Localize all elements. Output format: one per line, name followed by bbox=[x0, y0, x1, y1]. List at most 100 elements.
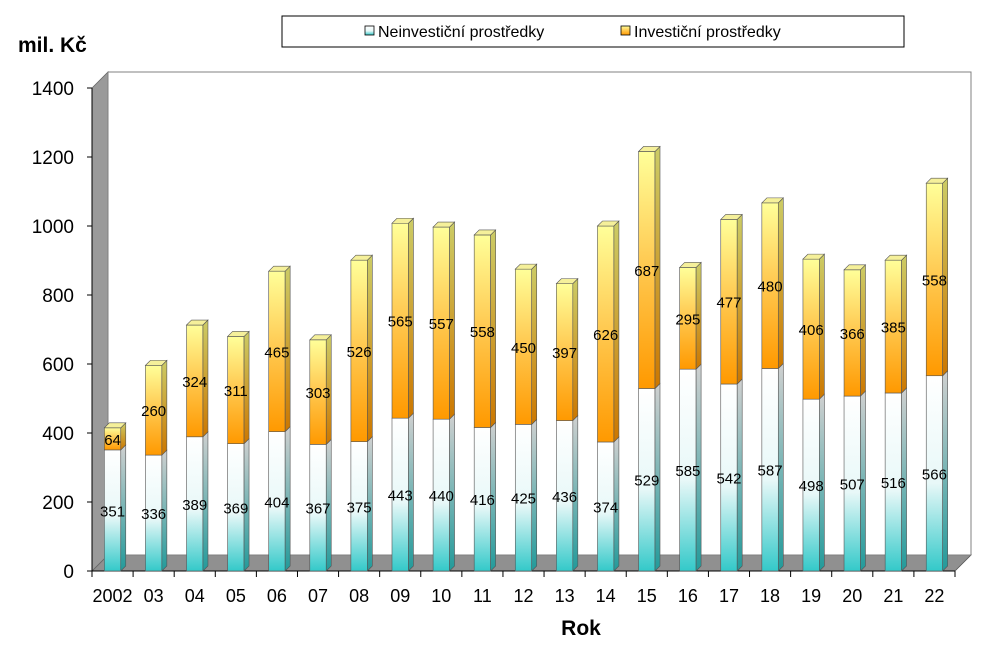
data-label: 425 bbox=[511, 491, 536, 508]
x-tick-label: 18 bbox=[760, 586, 780, 606]
data-label: 565 bbox=[388, 314, 413, 331]
data-label: 369 bbox=[223, 500, 248, 517]
bar-investicni-top bbox=[637, 146, 661, 152]
data-label: 687 bbox=[634, 263, 659, 280]
x-tick-label: 04 bbox=[185, 586, 205, 606]
bar-investicni-top bbox=[226, 331, 250, 337]
x-tick-label: 08 bbox=[349, 586, 369, 606]
data-label: 440 bbox=[429, 488, 454, 505]
x-tick-label: 13 bbox=[555, 586, 575, 606]
data-label: 516 bbox=[881, 475, 906, 492]
data-label: 367 bbox=[306, 501, 331, 518]
legend-swatch-investicni bbox=[620, 25, 631, 36]
x-tick-label: 16 bbox=[678, 586, 698, 606]
y-tick-label: 800 bbox=[42, 286, 74, 307]
data-label: 260 bbox=[141, 403, 166, 420]
data-label: 336 bbox=[141, 506, 166, 523]
legend-label-investicni: Investiční prostředky bbox=[634, 24, 781, 41]
data-label: 526 bbox=[347, 344, 372, 361]
data-label: 303 bbox=[306, 385, 331, 402]
x-tick-label: 07 bbox=[308, 586, 328, 606]
data-label: 375 bbox=[347, 499, 372, 516]
x-tick-label: 11 bbox=[473, 586, 492, 606]
data-label: 311 bbox=[224, 383, 248, 400]
data-label: 450 bbox=[511, 340, 536, 357]
legend: Neinvestiční prostředky Investiční prost… bbox=[281, 15, 905, 48]
bar-investicni-top bbox=[309, 334, 332, 341]
data-label: 374 bbox=[593, 499, 618, 516]
data-label: 480 bbox=[758, 279, 783, 296]
data-label: 626 bbox=[593, 327, 618, 344]
bar-investicni-top bbox=[843, 264, 867, 271]
data-label: 406 bbox=[799, 322, 824, 339]
x-tick-label: 20 bbox=[842, 586, 862, 606]
x-tick-label: 21 bbox=[883, 586, 903, 606]
data-label: 587 bbox=[758, 463, 783, 480]
x-tick-label: 14 bbox=[596, 586, 616, 606]
legend-label-neinvesticni: Neinvestiční prostředky bbox=[378, 24, 544, 41]
data-label: 385 bbox=[881, 320, 906, 337]
data-label: 529 bbox=[634, 473, 659, 490]
bar-investicni-top bbox=[925, 177, 949, 184]
y-tick-label: 400 bbox=[42, 424, 74, 445]
data-label: 443 bbox=[388, 488, 413, 505]
x-tick-label: 10 bbox=[431, 586, 451, 606]
data-label: 351 bbox=[100, 503, 125, 520]
plot-area: 0 200 400 600 800 1000 1200 1400 351 64 2002 336 260… bbox=[32, 71, 972, 606]
data-label: 477 bbox=[716, 295, 741, 312]
x-axis-title: Rok bbox=[561, 617, 601, 640]
y-tick-label: 0 bbox=[63, 562, 74, 583]
x-tick-label: 17 bbox=[719, 586, 739, 606]
x-tick-label: 22 bbox=[924, 586, 944, 606]
data-label: 436 bbox=[552, 489, 577, 506]
y-tick-label: 1000 bbox=[32, 217, 74, 238]
data-label: 366 bbox=[840, 326, 865, 343]
bar-investicni-top bbox=[596, 220, 620, 227]
data-label: 558 bbox=[470, 324, 495, 341]
y-tick-label: 200 bbox=[42, 493, 74, 514]
y-tick-label: 1400 bbox=[32, 79, 74, 100]
bar-investicni-top bbox=[555, 278, 579, 284]
x-tick-label: 05 bbox=[226, 586, 246, 606]
x-tick-label: 06 bbox=[267, 586, 287, 606]
bar-investicni-top bbox=[144, 360, 168, 366]
data-label: 416 bbox=[470, 492, 495, 509]
data-label: 558 bbox=[922, 272, 947, 289]
y-axis-title: mil. Kč bbox=[18, 34, 87, 57]
bar-investicni-top bbox=[391, 217, 415, 224]
bar-investicni-top bbox=[432, 221, 456, 228]
data-label: 404 bbox=[264, 494, 289, 511]
bar-investicni-top bbox=[720, 214, 743, 220]
y-tick-label: 600 bbox=[42, 355, 74, 376]
data-label: 498 bbox=[799, 478, 824, 495]
data-label: 397 bbox=[552, 345, 577, 362]
data-label: 585 bbox=[675, 463, 700, 480]
data-label: 324 bbox=[182, 374, 207, 391]
back-wall bbox=[107, 71, 972, 556]
legend-box bbox=[281, 15, 905, 48]
bar-investicni-top bbox=[678, 262, 702, 268]
bar-investicni-top bbox=[350, 254, 374, 261]
data-label: 465 bbox=[264, 344, 289, 361]
bar-investicni-top bbox=[802, 253, 826, 260]
data-label: 389 bbox=[182, 497, 207, 514]
x-tick-label: 12 bbox=[513, 586, 533, 606]
bar-investicni-top bbox=[267, 265, 291, 272]
data-label: 557 bbox=[429, 316, 454, 333]
bar-investicni-top bbox=[761, 197, 785, 204]
x-tick-label: 2002 bbox=[93, 586, 133, 606]
bar-investicni-top bbox=[185, 319, 209, 326]
x-tick-label: 19 bbox=[801, 586, 821, 606]
data-label: 542 bbox=[716, 471, 741, 488]
y-tick-label: 1200 bbox=[32, 148, 74, 169]
data-label: 507 bbox=[840, 477, 865, 494]
data-label: 64 bbox=[104, 432, 121, 449]
x-tick-label: 03 bbox=[144, 586, 164, 606]
bar-investicni-top bbox=[473, 229, 497, 236]
bar-investicni-top bbox=[884, 254, 908, 261]
x-tick-label: 09 bbox=[390, 586, 410, 606]
data-label: 566 bbox=[922, 466, 947, 483]
bar-investicni-top bbox=[103, 422, 127, 429]
data-label: 295 bbox=[675, 311, 700, 328]
